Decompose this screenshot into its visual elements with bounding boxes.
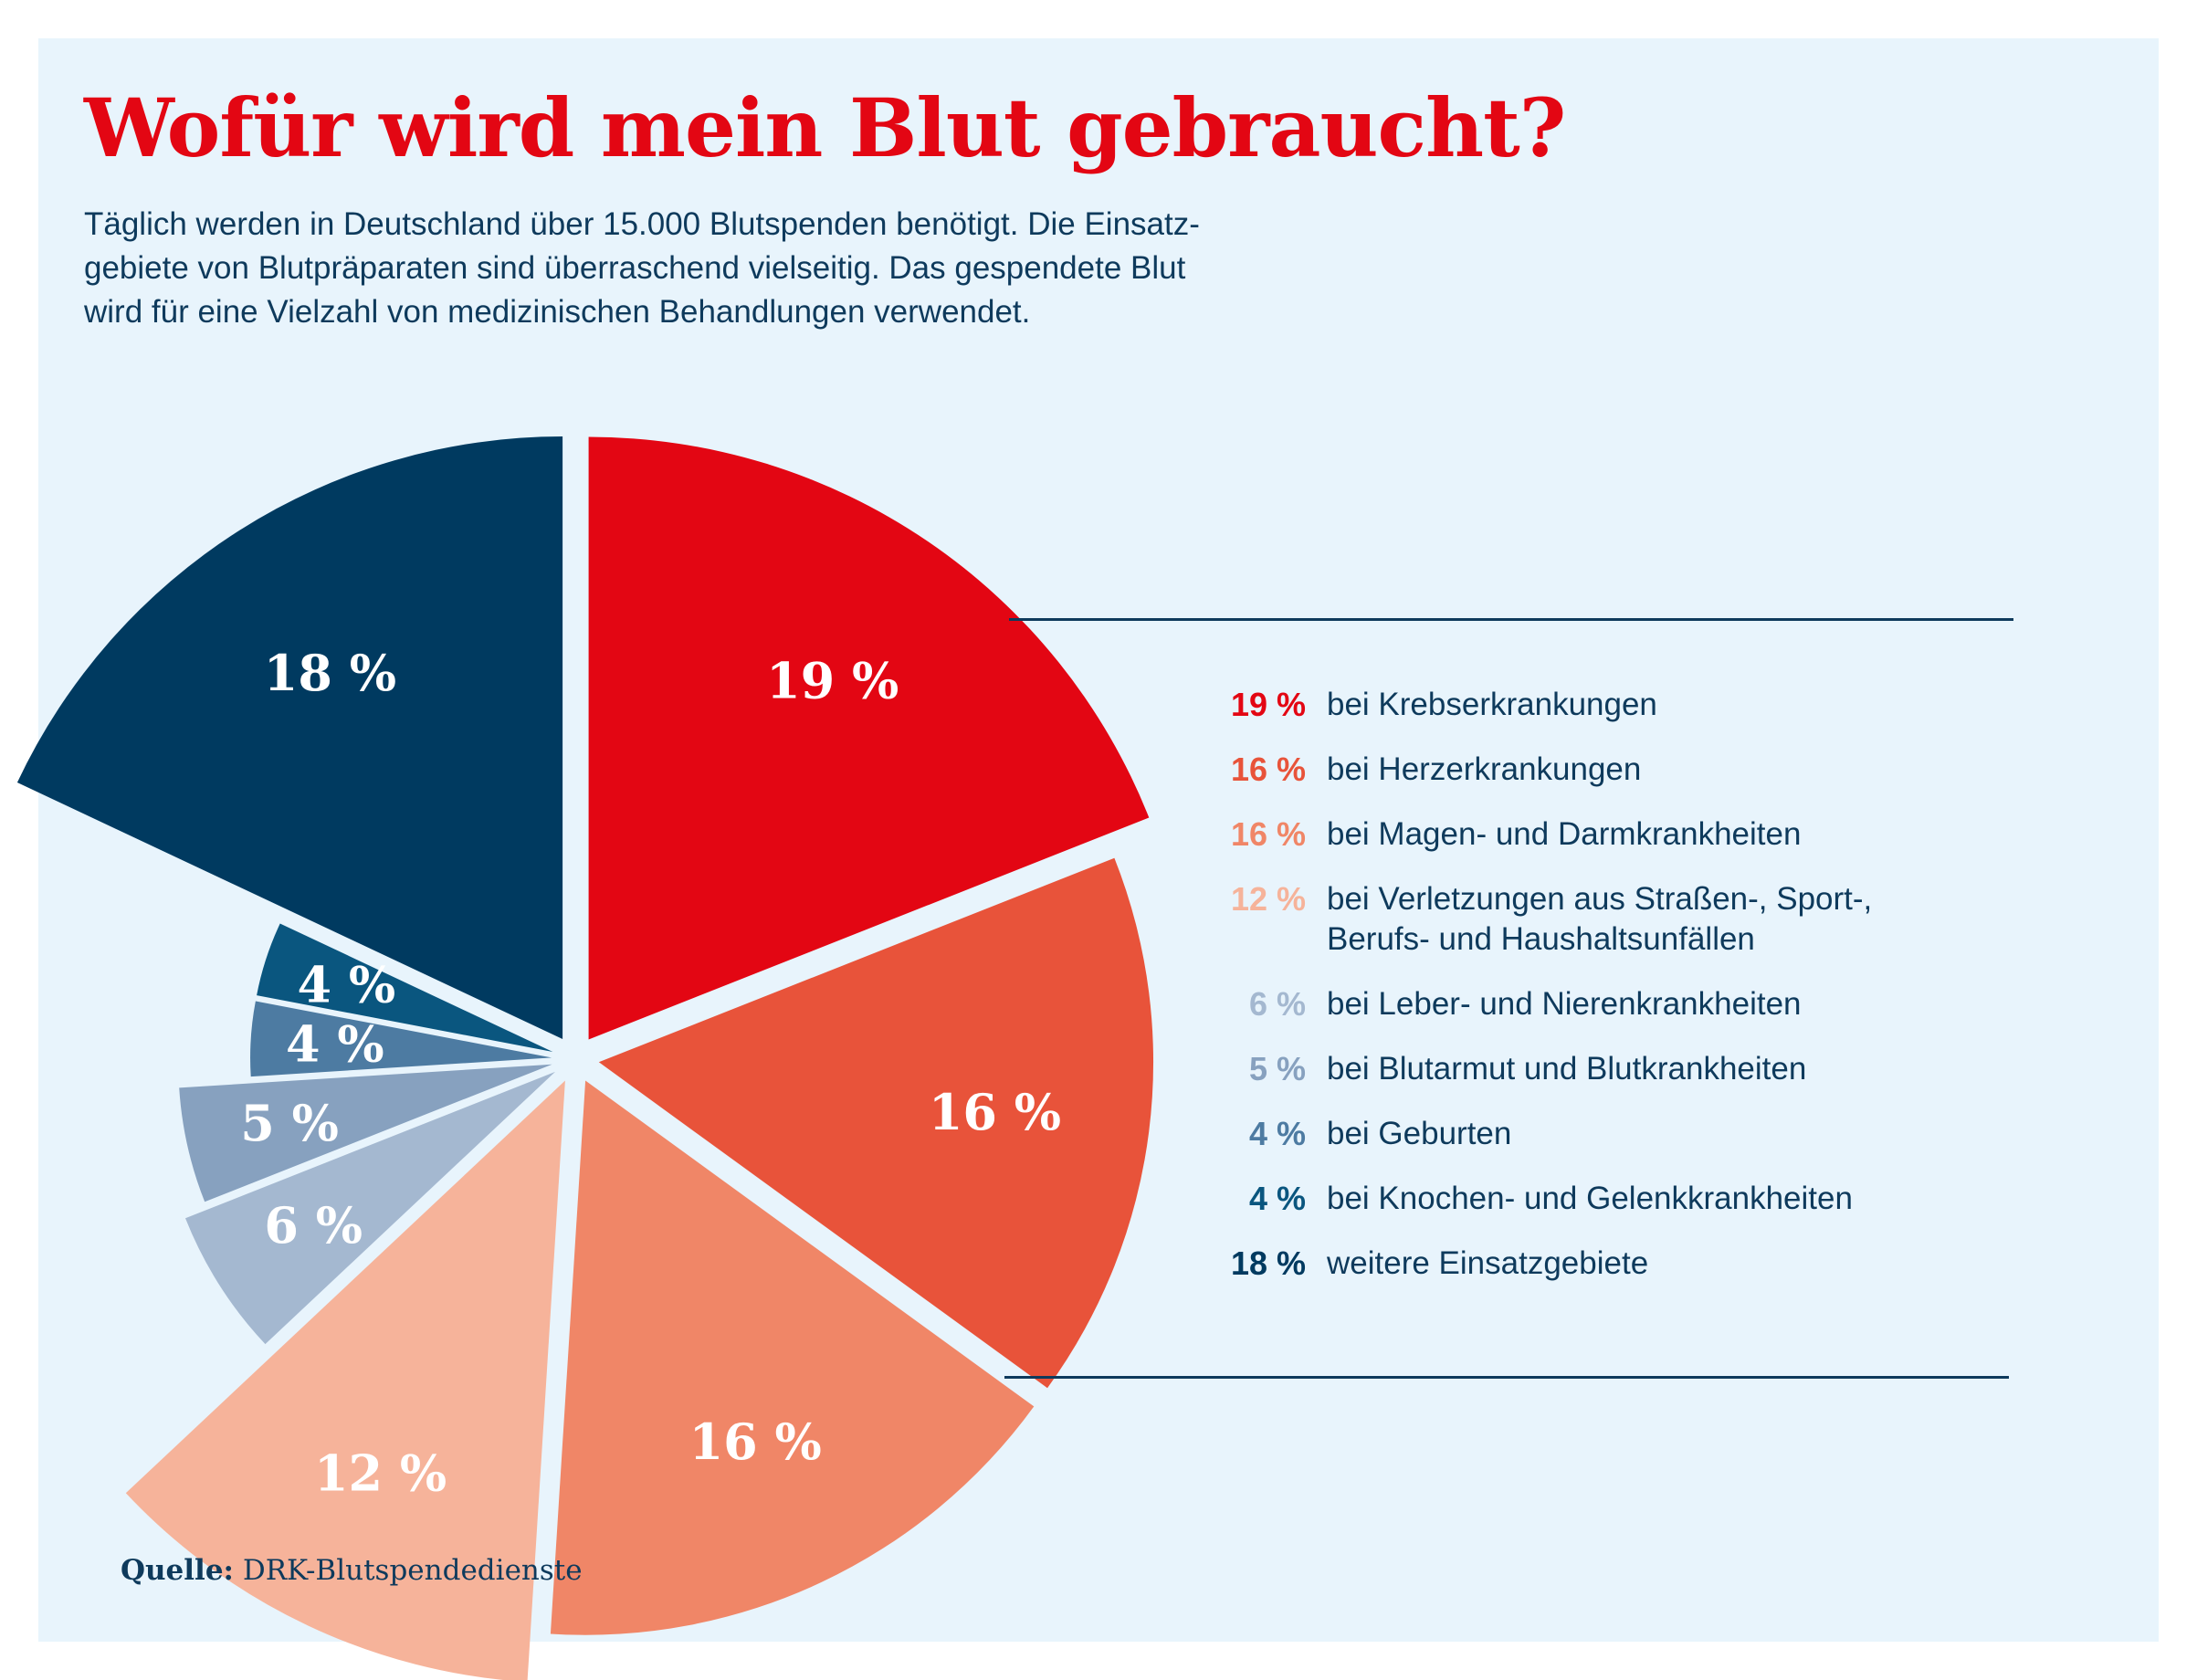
- legend-percentage: 6 %: [1248, 985, 1306, 1023]
- legend-label: bei Geburten: [1327, 1114, 2045, 1154]
- legend-divider-top: [1009, 618, 2013, 621]
- legend-percentage: 19 %: [1230, 686, 1306, 723]
- legend-percentage: 16 %: [1230, 751, 1306, 788]
- legend-percentage: 16 %: [1230, 815, 1306, 853]
- legend-label: bei Krebserkrankungen: [1327, 685, 2045, 725]
- intro-line: gebiete von Blutpräparaten sind überrasc…: [84, 250, 1186, 286]
- legend-item: 16 % bei Herzerkrankungen: [1178, 750, 2045, 790]
- legend-item: 4 % bei Knochen- und Gelenkkrankheiten: [1178, 1179, 2045, 1219]
- slice-label: 4 %: [286, 1014, 384, 1073]
- legend-percentage: 12 %: [1230, 880, 1306, 918]
- legend-item: 4 % bei Geburten: [1178, 1114, 2045, 1154]
- legend: 19 % bei Krebserkrankungen 16 % bei Herzerk…: [1178, 685, 2045, 1308]
- slice-label: 5 %: [240, 1094, 339, 1152]
- legend-percentage: 5 %: [1248, 1050, 1306, 1087]
- pie-slice: [125, 1080, 565, 1680]
- pie-slice: [185, 1071, 555, 1345]
- legend-item: 12 % bei Verletzungen aus Straßen-, Sport…: [1178, 879, 2045, 960]
- legend-label: weitere Einsatzgebiete: [1327, 1244, 2045, 1284]
- slice-label: 16 %: [929, 1083, 1061, 1141]
- legend-label-line: bei Leber- und Nierenkrankheiten: [1327, 986, 1802, 1022]
- legend-label: bei Verletzungen aus Straßen-, Sport-, Be…: [1327, 879, 2045, 960]
- slice-label: 12 %: [314, 1444, 447, 1503]
- slice-label: 18 %: [264, 644, 396, 702]
- legend-label-line: Berufs- und Haushaltsunfällen: [1327, 921, 1755, 957]
- pie-slice: [250, 1001, 552, 1077]
- legend-label: bei Blutarmut und Blutkrankheiten: [1327, 1049, 2045, 1089]
- legend-divider-bottom: [1004, 1376, 2009, 1379]
- legend-item: 16 % bei Magen- und Darmkrankheiten: [1178, 814, 2045, 855]
- legend-item: 19 % bei Krebserkrankungen: [1178, 685, 2045, 725]
- source-text: DRK-Blutspendedienste: [242, 1554, 583, 1587]
- intro-line: Täglich werden in Deutschland über 15.00…: [84, 206, 1200, 242]
- source-label: Quelle:: [121, 1554, 234, 1587]
- legend-label-line: bei Magen- und Darmkrankheiten: [1327, 816, 1802, 852]
- legend-label-line: bei Blutarmut und Blutkrankheiten: [1327, 1051, 1807, 1087]
- slice-label: 6 %: [264, 1196, 363, 1255]
- legend-label: bei Magen- und Darmkrankheiten: [1327, 814, 2045, 855]
- pie-slice: [598, 857, 1154, 1389]
- legend-item: 18 % weitere Einsatzgebiete: [1178, 1244, 2045, 1284]
- legend-label: bei Herzerkrankungen: [1327, 750, 2045, 790]
- slice-label: 19 %: [766, 652, 899, 710]
- legend-percentage: 4 %: [1248, 1180, 1306, 1217]
- legend-label-line: bei Herzerkrankungen: [1327, 751, 1642, 787]
- intro-line: wird für eine Vielzahl von medizinischen…: [84, 294, 1031, 330]
- legend-percentage: 18 %: [1230, 1244, 1306, 1282]
- legend-percentage: 4 %: [1248, 1115, 1306, 1152]
- slice-label: 4 %: [297, 956, 395, 1014]
- legend-item: 5 % bei Blutarmut und Blutkrankheiten: [1178, 1049, 2045, 1089]
- intro-text: Täglich werden in Deutschland über 15.00…: [84, 203, 1381, 334]
- pie-slice: [257, 923, 553, 1052]
- pie-slice: [588, 436, 1150, 1040]
- page-title: Wofür wird mein Blut gebraucht?: [84, 80, 1566, 175]
- legend-label-line: bei Knochen- und Gelenkkrankheiten: [1327, 1181, 1853, 1216]
- source-note: Quelle: DRK-Blutspendedienste: [121, 1554, 583, 1587]
- legend-label-line: bei Verletzungen aus Straßen-, Sport-,: [1327, 881, 1873, 917]
- pie-slice: [550, 1080, 1035, 1635]
- legend-item: 6 % bei Leber- und Nierenkrankheiten: [1178, 984, 2045, 1024]
- legend-label-line: bei Geburten: [1327, 1116, 1512, 1151]
- legend-label: bei Knochen- und Gelenkkrankheiten: [1327, 1179, 2045, 1219]
- pie-slice: [179, 1064, 552, 1202]
- legend-label-line: bei Krebserkrankungen: [1327, 687, 1657, 722]
- slice-label: 16 %: [689, 1412, 822, 1471]
- pie-slice: [16, 436, 563, 1039]
- legend-label-line: weitere Einsatzgebiete: [1327, 1245, 1649, 1281]
- legend-label: bei Leber- und Nierenkrankheiten: [1327, 984, 2045, 1024]
